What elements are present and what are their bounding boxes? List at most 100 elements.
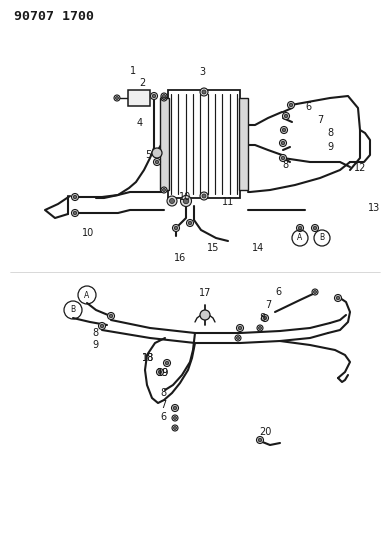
Circle shape — [335, 295, 342, 302]
Circle shape — [282, 112, 289, 119]
Text: 14: 14 — [252, 243, 264, 253]
Circle shape — [71, 193, 78, 200]
Circle shape — [163, 189, 165, 191]
Circle shape — [280, 126, 287, 133]
Text: 8: 8 — [160, 388, 166, 398]
Text: B: B — [319, 233, 324, 243]
Text: 10: 10 — [179, 192, 191, 202]
Text: 9: 9 — [92, 340, 98, 350]
Text: 7: 7 — [265, 300, 271, 310]
Circle shape — [161, 187, 167, 193]
Circle shape — [263, 316, 267, 320]
Circle shape — [289, 103, 293, 107]
Text: 18: 18 — [142, 353, 154, 363]
Circle shape — [200, 310, 210, 320]
Circle shape — [281, 141, 285, 145]
Circle shape — [280, 140, 287, 147]
Circle shape — [165, 361, 169, 365]
Text: 90707 1700: 90707 1700 — [14, 10, 94, 23]
Circle shape — [314, 290, 317, 294]
Circle shape — [172, 415, 178, 421]
Circle shape — [173, 406, 177, 410]
Text: 18: 18 — [142, 353, 154, 363]
Text: 4: 4 — [137, 118, 143, 128]
Circle shape — [100, 324, 104, 328]
Text: 8: 8 — [259, 313, 265, 323]
Circle shape — [114, 95, 120, 101]
Text: 6: 6 — [305, 102, 311, 112]
Text: 2: 2 — [139, 78, 145, 88]
Circle shape — [257, 325, 263, 331]
Bar — [168, 90, 240, 198]
Circle shape — [174, 426, 177, 430]
Circle shape — [281, 156, 285, 160]
Circle shape — [172, 425, 178, 431]
Circle shape — [152, 94, 156, 98]
Circle shape — [108, 312, 115, 319]
Circle shape — [170, 198, 174, 204]
Circle shape — [202, 194, 206, 198]
Text: 3: 3 — [199, 67, 205, 77]
Circle shape — [202, 90, 206, 94]
Text: 17: 17 — [199, 288, 211, 298]
Circle shape — [312, 224, 319, 231]
Circle shape — [161, 93, 167, 99]
Circle shape — [186, 220, 193, 227]
Circle shape — [258, 438, 262, 442]
Text: 7: 7 — [317, 115, 323, 125]
Circle shape — [181, 196, 191, 206]
Circle shape — [161, 95, 167, 101]
Text: 13: 13 — [368, 203, 380, 213]
Circle shape — [312, 289, 318, 295]
Text: 8: 8 — [327, 128, 333, 138]
Text: 20: 20 — [259, 427, 271, 437]
Text: 7: 7 — [160, 400, 166, 410]
Circle shape — [151, 93, 158, 100]
Circle shape — [154, 158, 161, 166]
Circle shape — [200, 88, 208, 96]
Text: 11: 11 — [222, 197, 234, 207]
Text: 5: 5 — [145, 150, 151, 160]
Circle shape — [174, 416, 177, 419]
Bar — [239, 98, 248, 190]
Circle shape — [280, 155, 287, 161]
Text: 19: 19 — [157, 368, 169, 378]
Circle shape — [172, 405, 179, 411]
Circle shape — [200, 192, 208, 200]
Text: 16: 16 — [174, 253, 186, 263]
Text: 12: 12 — [354, 163, 366, 173]
Text: 9: 9 — [327, 142, 333, 152]
Text: 6: 6 — [160, 412, 166, 422]
Circle shape — [109, 314, 113, 318]
Text: 19: 19 — [157, 368, 169, 378]
Circle shape — [158, 370, 162, 374]
Circle shape — [188, 221, 192, 225]
Circle shape — [298, 226, 302, 230]
Circle shape — [163, 359, 170, 367]
Circle shape — [282, 128, 286, 132]
Circle shape — [259, 327, 262, 329]
Circle shape — [73, 211, 77, 215]
Text: 15: 15 — [207, 243, 219, 253]
Text: 1: 1 — [130, 66, 136, 76]
Circle shape — [152, 148, 162, 158]
Text: 6: 6 — [275, 287, 281, 297]
Circle shape — [99, 322, 106, 329]
Circle shape — [167, 196, 177, 206]
Text: A: A — [297, 233, 303, 243]
Circle shape — [183, 198, 189, 204]
Text: 8: 8 — [282, 160, 288, 170]
Circle shape — [236, 325, 243, 332]
Circle shape — [313, 226, 317, 230]
Bar — [128, 90, 150, 106]
Text: 10: 10 — [82, 228, 94, 238]
Circle shape — [284, 114, 288, 118]
Circle shape — [296, 224, 303, 231]
Text: 8: 8 — [92, 328, 98, 338]
Circle shape — [287, 101, 294, 109]
Circle shape — [115, 96, 119, 100]
Circle shape — [236, 336, 239, 340]
Circle shape — [156, 368, 163, 376]
Circle shape — [155, 160, 159, 164]
Circle shape — [235, 335, 241, 341]
